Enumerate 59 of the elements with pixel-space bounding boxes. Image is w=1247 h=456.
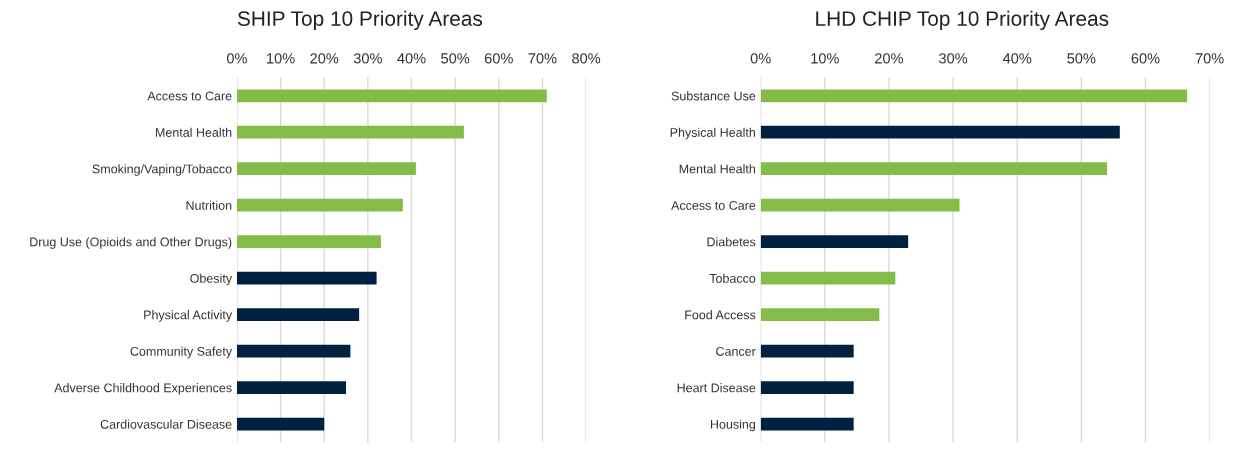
bar bbox=[236, 162, 416, 176]
x-tick-label: 70% bbox=[528, 53, 557, 64]
y-tick-label: Obesity bbox=[190, 273, 233, 286]
x-tick-label: 30% bbox=[939, 53, 968, 64]
x-tick-label: 70% bbox=[1195, 53, 1224, 64]
x-tick-label: 40% bbox=[1002, 53, 1032, 64]
y-tick-label: Tobacco bbox=[709, 273, 756, 283]
bar bbox=[236, 235, 381, 249]
bar bbox=[236, 125, 464, 139]
bar bbox=[760, 162, 1107, 176]
x-tick-label: 60% bbox=[484, 53, 513, 64]
y-tick-label: Adverse Childhood Experiences bbox=[54, 383, 232, 395]
x-tick-label: 10% bbox=[267, 53, 295, 64]
x-tick-label: 50% bbox=[1067, 53, 1096, 64]
x-tick-label: 60% bbox=[1131, 53, 1160, 64]
y-tick-label: Substance Use bbox=[671, 91, 756, 101]
y-tick-label: Housing bbox=[710, 419, 756, 432]
y-tick-label: Access to Care bbox=[147, 91, 232, 101]
x-tick-label: 30% bbox=[353, 53, 382, 64]
bar bbox=[760, 125, 1120, 139]
bar bbox=[760, 89, 1188, 103]
chart-title: SHIP Top 10 Priority Areas bbox=[237, 10, 483, 31]
x-tick-label: 0% bbox=[226, 53, 247, 64]
y-tick-label: Mental Health bbox=[679, 164, 755, 174]
chart-title: LHD CHIP Top 10 Priority Areas bbox=[816, 10, 1109, 31]
y-tick-label: Drug Use (Opioids and Other Drugs) bbox=[30, 237, 232, 249]
bar bbox=[236, 308, 360, 322]
y-tick-label: Community Safety bbox=[130, 346, 233, 359]
bar bbox=[236, 89, 547, 103]
y-tick-label: Physical Activity bbox=[144, 310, 233, 322]
x-tick-label: 80% bbox=[572, 53, 601, 64]
bar bbox=[760, 344, 854, 358]
y-tick-label: Cancer bbox=[716, 346, 756, 356]
y-tick-label: Diabetes bbox=[707, 237, 756, 247]
x-tick-label: 0% bbox=[750, 53, 771, 64]
bar bbox=[760, 271, 896, 285]
bar bbox=[760, 235, 909, 249]
bar bbox=[236, 198, 403, 212]
bar bbox=[760, 417, 854, 431]
y-tick-label: Nutrition bbox=[186, 200, 232, 210]
x-tick-label: 20% bbox=[310, 53, 339, 64]
bar bbox=[760, 308, 880, 322]
y-tick-label: Access to Care bbox=[671, 201, 756, 210]
bar bbox=[760, 198, 960, 212]
y-tick-label: Heart Disease bbox=[677, 383, 756, 393]
y-tick-label: Cardiovascular Disease bbox=[100, 419, 232, 429]
bar bbox=[236, 271, 377, 285]
y-tick-label: Physical Health bbox=[670, 127, 755, 140]
bar bbox=[236, 381, 347, 394]
y-tick-label: Food Access bbox=[685, 310, 756, 320]
bar bbox=[236, 417, 325, 431]
y-tick-label: Mental Health bbox=[155, 127, 232, 137]
y-tick-label: Smoking/Vaping/Tobacco bbox=[92, 164, 232, 176]
bar bbox=[236, 344, 351, 358]
bar bbox=[760, 381, 854, 394]
x-tick-label: 20% bbox=[875, 53, 904, 64]
x-tick-label: 50% bbox=[441, 53, 470, 64]
x-tick-label: 40% bbox=[397, 53, 426, 64]
x-tick-label: 10% bbox=[811, 53, 839, 64]
